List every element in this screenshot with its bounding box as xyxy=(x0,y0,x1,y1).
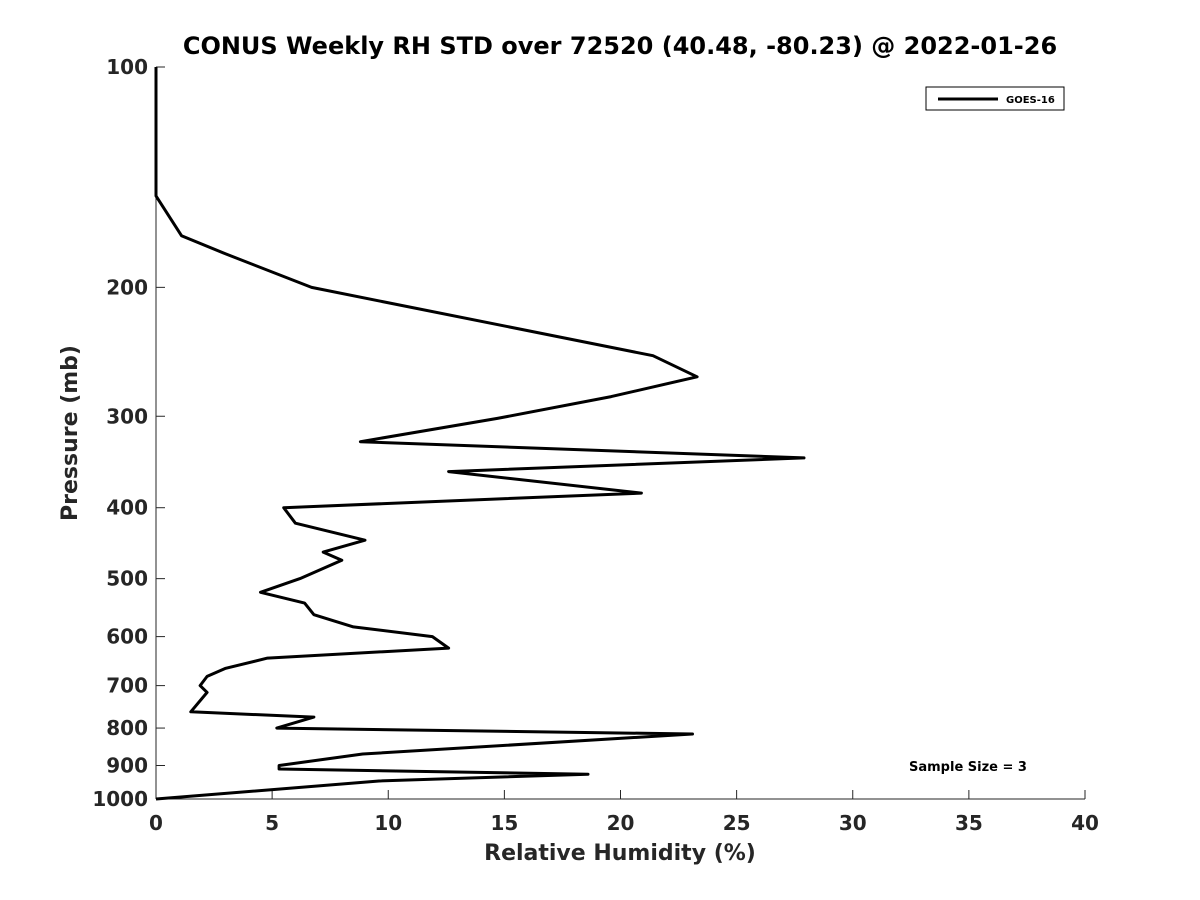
x-tick-label: 10 xyxy=(374,811,402,835)
plot-lines xyxy=(154,67,806,801)
x-tick-label: 40 xyxy=(1071,811,1099,835)
y-tick-label: 300 xyxy=(106,404,148,428)
x-tick-label: 5 xyxy=(265,811,279,835)
y-tick-label: 800 xyxy=(106,716,148,740)
x-axis-label: Relative Humidity (%) xyxy=(484,841,756,866)
chart-title: CONUS Weekly RH STD over 72520 (40.48, -… xyxy=(183,32,1057,60)
x-tick-label: 30 xyxy=(839,811,867,835)
x-tick-label: 35 xyxy=(955,811,983,835)
series-line-goes-16 xyxy=(154,67,806,801)
y-tick-label: 200 xyxy=(106,275,148,299)
x-tick-label: 15 xyxy=(490,811,518,835)
y-tick-label: 400 xyxy=(106,496,148,520)
x-tick-label: 0 xyxy=(149,811,163,835)
y-tick-label: 1000 xyxy=(92,787,148,811)
y-axis-label: Pressure (mb) xyxy=(58,345,83,521)
x-tick-label: 25 xyxy=(723,811,751,835)
sample-size-annotation: Sample Size = 3 xyxy=(909,760,1027,775)
x-tick-label: 20 xyxy=(607,811,635,835)
legend-label-goes-16: GOES-16 xyxy=(1006,95,1055,106)
y-tick-label: 700 xyxy=(106,674,148,698)
axes: 0 5 10 15 20 25 30 35 40 100 200 300 400 500 600 700 800… xyxy=(92,55,1099,835)
y-tick-label: 900 xyxy=(106,754,148,778)
y-tick-label: 100 xyxy=(106,55,148,79)
legend: GOES-16 xyxy=(925,86,1065,111)
y-tick-label: 600 xyxy=(106,625,148,649)
y-tick-label: 500 xyxy=(106,567,148,591)
